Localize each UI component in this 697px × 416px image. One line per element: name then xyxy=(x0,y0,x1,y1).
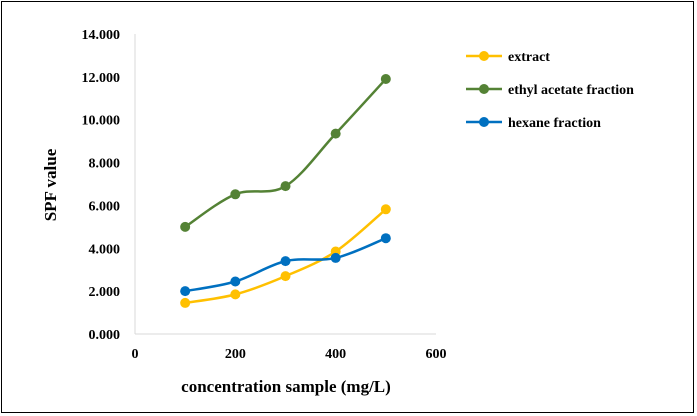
data-point-ethyl-acetate-fraction xyxy=(230,189,241,200)
data-point-hexane-fraction xyxy=(180,286,191,297)
data-point-extract xyxy=(230,289,241,300)
data-point-ethyl-acetate-fraction xyxy=(380,74,391,84)
legend-marker xyxy=(479,117,489,127)
y-tick-label: 2.000 xyxy=(89,285,121,300)
data-point-hexane-fraction xyxy=(230,276,241,287)
legend-marker xyxy=(479,51,489,61)
data-point-extract xyxy=(280,271,291,282)
legend-label: hexane fraction xyxy=(508,116,601,131)
legend: extract ethyl acetate fraction hexane frac… xyxy=(466,50,634,131)
data-point-ethyl-acetate-fraction xyxy=(280,181,291,192)
legend-label: ethyl acetate fraction xyxy=(508,83,634,98)
axes: 0.000 2.000 4.000 6.000 8.000 10.000 12.000 14.… xyxy=(82,28,447,362)
series-layer xyxy=(180,74,391,308)
y-tick-label: 10.000 xyxy=(82,114,121,129)
y-axis-title: SPF value xyxy=(41,148,60,221)
x-tick-label: 0 xyxy=(132,347,139,362)
data-point-ethyl-acetate-fraction xyxy=(330,128,341,139)
data-point-hexane-fraction xyxy=(380,233,391,244)
x-tick-label: 600 xyxy=(426,347,447,362)
y-tick-label: 6.000 xyxy=(89,199,121,214)
x-tick-label: 400 xyxy=(325,347,346,362)
data-point-hexane-fraction xyxy=(330,252,341,263)
x-tick-label: 200 xyxy=(225,347,246,362)
legend-marker xyxy=(479,84,489,94)
data-point-ethyl-acetate-fraction xyxy=(180,221,191,232)
y-tick-label: 12.000 xyxy=(82,71,121,86)
series-line-ethyl-acetate-fraction xyxy=(184,78,387,228)
data-point-hexane-fraction xyxy=(280,256,291,267)
series-line-extract xyxy=(184,208,387,305)
y-tick-label: 0.000 xyxy=(89,328,121,343)
y-tick-label: 8.000 xyxy=(89,157,121,172)
y-tick-label: 4.000 xyxy=(89,242,121,257)
data-point-extract xyxy=(180,297,191,308)
x-axis-title: concentration sample (mg/L) xyxy=(181,377,391,396)
data-point-extract xyxy=(380,204,391,215)
legend-label: extract xyxy=(508,50,550,65)
y-tick-label: 14.000 xyxy=(82,28,121,43)
